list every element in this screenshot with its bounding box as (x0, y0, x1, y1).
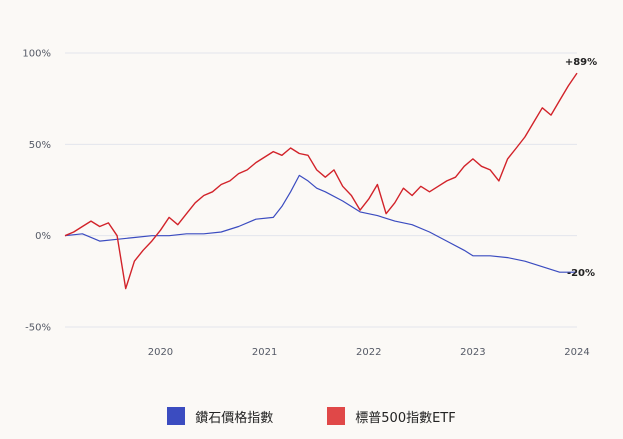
legend-swatch-sp500 (327, 407, 346, 425)
legend: 鑽石價格指數 標普500指數ETF (0, 404, 623, 428)
y-tick-label: 0% (35, 231, 51, 242)
legend-label-diamond: 鑽石價格指數 (195, 410, 274, 426)
legend-item-sp500: 標普500指數ETF (327, 407, 456, 426)
series-line-sp500 (64, 72, 578, 290)
x-tick-label: 2024 (564, 347, 589, 358)
legend-item-diamond: 鑽石價格指數 (167, 407, 273, 426)
end-label-diamond: -20% (567, 268, 595, 279)
y-tick-label: -50% (25, 323, 51, 334)
legend-label-sp500: 標普500指數ETF (355, 410, 456, 426)
x-tick-label: 2021 (252, 347, 277, 358)
line-chart: 100% 50% 0% -50% 2020 2021 2022 2023 2024 -20% +89… (22, 49, 597, 359)
y-tick-label: 100% (22, 49, 51, 60)
x-tick-label: 2022 (356, 347, 381, 358)
x-tick-label: 2023 (460, 347, 485, 358)
legend-swatch-diamond (167, 407, 186, 425)
end-label-sp500: +89% (565, 57, 597, 68)
y-tick-label: 50% (29, 140, 51, 151)
series-line-diamond (64, 174, 577, 273)
x-tick-label: 2020 (148, 347, 173, 358)
